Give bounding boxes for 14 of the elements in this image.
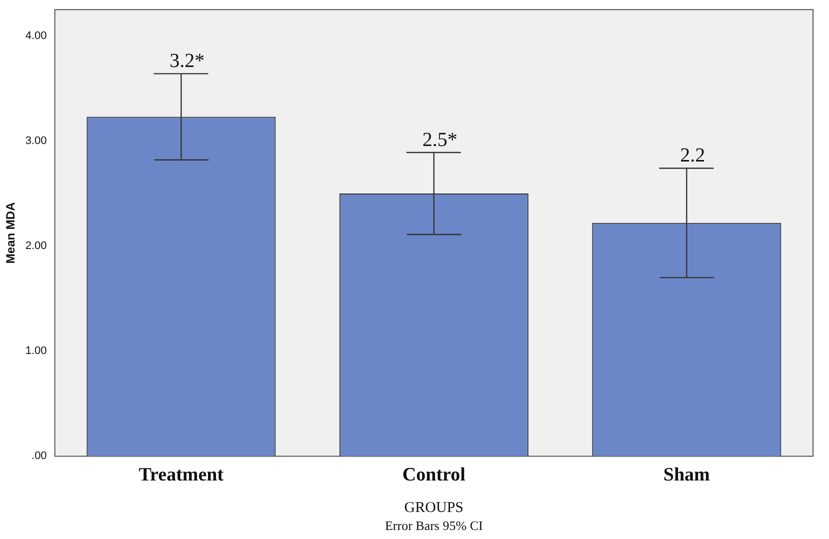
data-label: 3.2* <box>170 50 205 72</box>
x-axis-title: GROUPS <box>404 500 464 516</box>
text: Error Bars 95% CI <box>384 518 483 533</box>
data-label: 2.2 <box>680 144 706 167</box>
y-axis-title: Mean MDA <box>4 202 18 264</box>
data-label: 2.5* <box>422 128 458 151</box>
y-tick-label: 3.00 <box>25 134 47 147</box>
y-tick-label: 1.00 <box>25 345 47 358</box>
y-tick-label: 2.00 <box>25 240 47 252</box>
y-tick-label: .00 <box>32 450 47 462</box>
x-tick-label: Treatment <box>138 464 224 486</box>
y-tick-label: 4.00 <box>25 30 47 42</box>
x-tick-label: Control <box>402 464 466 486</box>
x-tick-label: Sham <box>663 464 710 486</box>
